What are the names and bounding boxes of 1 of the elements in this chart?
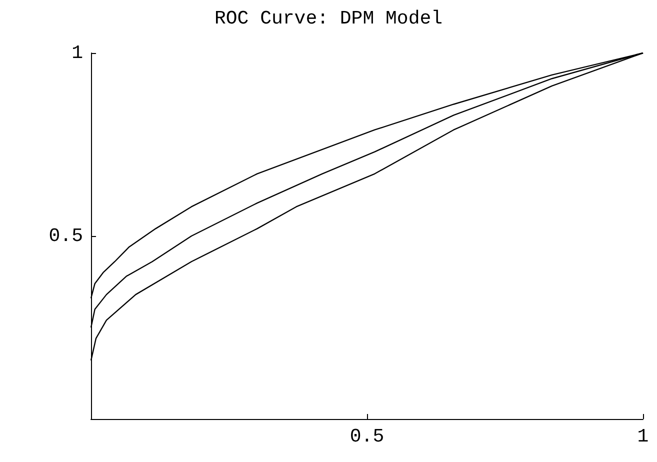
- chart-title: ROC Curve: DPM Model: [214, 8, 443, 30]
